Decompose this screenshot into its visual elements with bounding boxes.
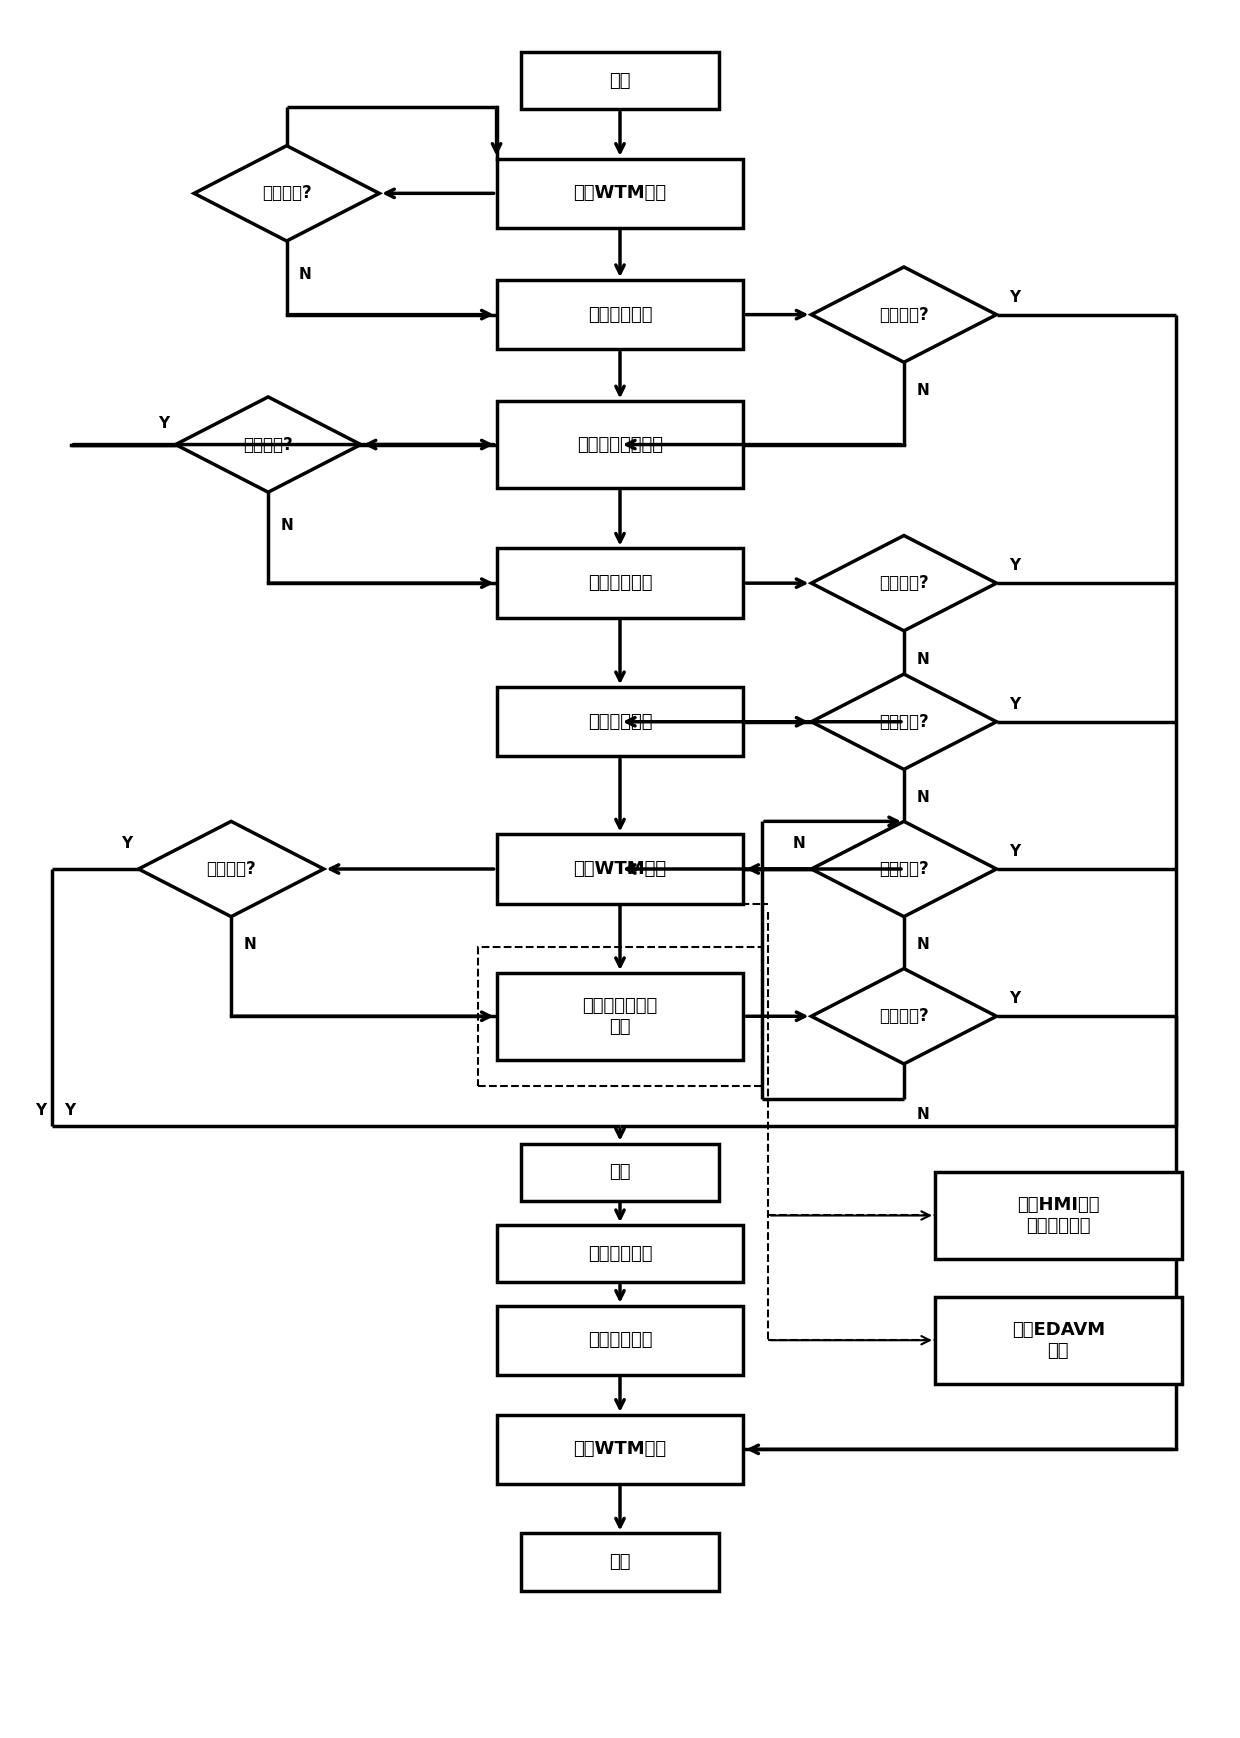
Text: Y: Y — [1009, 697, 1021, 713]
Bar — [496, 280, 744, 349]
Text: 断开主控连接: 断开主控连接 — [588, 1244, 652, 1262]
Bar — [496, 834, 744, 904]
Text: N: N — [916, 937, 929, 952]
Text: 停止仳真?: 停止仳真? — [879, 860, 929, 878]
Text: Y: Y — [1009, 290, 1021, 304]
Text: Y: Y — [64, 1102, 76, 1118]
Text: 加载通信模块: 加载通信模块 — [588, 306, 652, 323]
Bar — [496, 401, 744, 488]
Text: 加载风况模块: 加载风况模块 — [588, 713, 652, 730]
Text: N: N — [916, 382, 929, 398]
Text: 释放通信模块: 释放通信模块 — [588, 1331, 652, 1349]
Bar — [935, 1171, 1182, 1258]
Bar — [496, 1415, 744, 1484]
Text: Y: Y — [1009, 558, 1021, 574]
Text: 停止: 停止 — [609, 1163, 631, 1182]
Polygon shape — [811, 674, 997, 770]
Text: 运行WTM模块: 运行WTM模块 — [573, 860, 667, 878]
Text: 写入失败?: 写入失败? — [879, 1008, 929, 1025]
Text: 开始: 开始 — [609, 71, 631, 90]
Text: Y: Y — [1009, 845, 1021, 859]
Polygon shape — [811, 268, 997, 362]
Bar — [496, 158, 744, 228]
Polygon shape — [139, 822, 324, 916]
Bar — [496, 549, 744, 617]
Bar — [521, 1533, 719, 1590]
Bar — [496, 973, 744, 1060]
Text: 连接失败?: 连接失败? — [243, 436, 293, 454]
Text: Y: Y — [35, 1102, 46, 1118]
Text: Y: Y — [122, 836, 133, 850]
Text: 加载失败?: 加载失败? — [262, 184, 311, 202]
Text: 通过HMI观察
主控运行状态: 通过HMI观察 主控运行状态 — [1017, 1196, 1100, 1236]
Text: 加载失败?: 加载失败? — [879, 713, 929, 730]
Text: 退出: 退出 — [609, 1554, 631, 1571]
Text: 加载WTM模块: 加载WTM模块 — [573, 184, 667, 202]
Text: 读取失败?: 读取失败? — [879, 574, 929, 593]
Bar — [496, 1225, 744, 1283]
Text: N: N — [916, 791, 929, 805]
Bar — [521, 52, 719, 109]
Text: Y: Y — [159, 417, 170, 431]
Polygon shape — [811, 822, 997, 916]
Text: 读取主控参数: 读取主控参数 — [588, 574, 652, 593]
Text: 运行失败?: 运行失败? — [206, 860, 255, 878]
Text: N: N — [792, 836, 805, 850]
Polygon shape — [811, 535, 997, 631]
Text: N: N — [916, 652, 929, 667]
Polygon shape — [811, 968, 997, 1064]
Text: 建立和主控的连接: 建立和主控的连接 — [577, 436, 663, 454]
Text: 将运行参数写入
主控: 将运行参数写入 主控 — [583, 998, 657, 1036]
Text: N: N — [916, 1107, 929, 1123]
Bar — [521, 1144, 719, 1201]
Text: N: N — [299, 268, 311, 282]
Bar — [496, 687, 744, 756]
Polygon shape — [195, 146, 379, 242]
Text: Y: Y — [1009, 991, 1021, 1006]
Polygon shape — [176, 396, 361, 492]
Bar — [935, 1297, 1182, 1383]
Text: 释放WTM模块: 释放WTM模块 — [573, 1441, 667, 1458]
Text: 加载失败?: 加载失败? — [879, 306, 929, 323]
Text: 通过EDAVM
分析: 通过EDAVM 分析 — [1012, 1321, 1105, 1359]
Bar — [496, 1305, 744, 1375]
Text: N: N — [243, 937, 257, 952]
Text: N: N — [280, 518, 294, 534]
Bar — [479, 947, 761, 1086]
